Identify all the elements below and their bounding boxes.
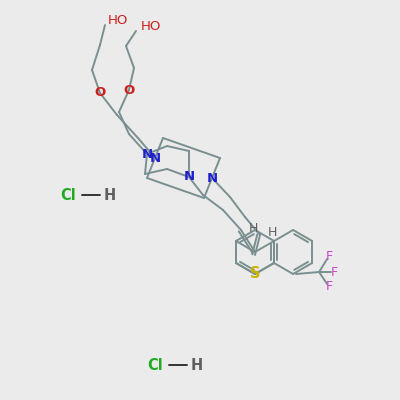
Text: F: F xyxy=(326,250,333,264)
Text: Cl: Cl xyxy=(147,358,163,372)
Text: N: N xyxy=(142,148,152,160)
Text: N: N xyxy=(206,172,218,184)
Text: O: O xyxy=(94,86,106,100)
Text: N: N xyxy=(184,170,194,184)
Text: H: H xyxy=(191,358,203,372)
Text: F: F xyxy=(326,280,333,292)
Text: H: H xyxy=(104,188,116,202)
Text: S: S xyxy=(250,266,260,282)
Text: HO: HO xyxy=(141,20,161,32)
Text: F: F xyxy=(330,266,338,278)
Text: N: N xyxy=(150,152,160,164)
Text: Cl: Cl xyxy=(60,188,76,202)
Text: HO: HO xyxy=(108,14,128,26)
Text: O: O xyxy=(123,84,135,96)
Text: H: H xyxy=(248,222,258,234)
Text: H: H xyxy=(267,226,277,238)
